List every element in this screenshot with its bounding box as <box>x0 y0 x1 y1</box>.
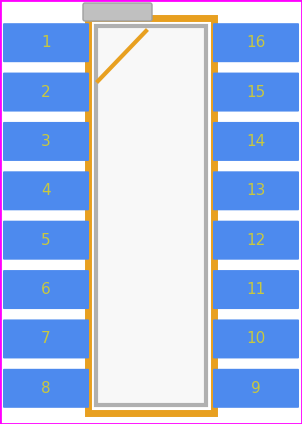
FancyBboxPatch shape <box>213 171 299 210</box>
FancyBboxPatch shape <box>213 369 299 408</box>
Text: 14: 14 <box>246 134 266 149</box>
Text: 13: 13 <box>246 183 266 198</box>
Text: 2: 2 <box>41 84 51 100</box>
Text: 8: 8 <box>41 381 51 396</box>
FancyBboxPatch shape <box>3 220 89 259</box>
FancyBboxPatch shape <box>83 3 152 21</box>
FancyBboxPatch shape <box>213 73 299 112</box>
FancyBboxPatch shape <box>3 171 89 210</box>
FancyBboxPatch shape <box>213 319 299 358</box>
Text: 10: 10 <box>246 332 266 346</box>
FancyBboxPatch shape <box>213 270 299 309</box>
Text: 5: 5 <box>41 233 51 248</box>
Text: 1: 1 <box>41 35 51 50</box>
FancyBboxPatch shape <box>3 319 89 358</box>
FancyBboxPatch shape <box>3 369 89 408</box>
FancyBboxPatch shape <box>3 73 89 112</box>
Text: 16: 16 <box>246 35 266 50</box>
Text: 11: 11 <box>246 282 266 297</box>
Bar <box>88 18 214 413</box>
Text: 15: 15 <box>246 84 266 100</box>
FancyBboxPatch shape <box>213 23 299 62</box>
Text: 4: 4 <box>41 183 51 198</box>
Text: 3: 3 <box>41 134 51 149</box>
Text: 12: 12 <box>246 233 266 248</box>
Bar <box>96 26 206 405</box>
Text: 6: 6 <box>41 282 51 297</box>
FancyBboxPatch shape <box>3 23 89 62</box>
FancyBboxPatch shape <box>213 220 299 259</box>
FancyBboxPatch shape <box>3 270 89 309</box>
FancyBboxPatch shape <box>3 122 89 161</box>
FancyBboxPatch shape <box>213 122 299 161</box>
Text: 7: 7 <box>41 332 51 346</box>
Text: 9: 9 <box>251 381 261 396</box>
